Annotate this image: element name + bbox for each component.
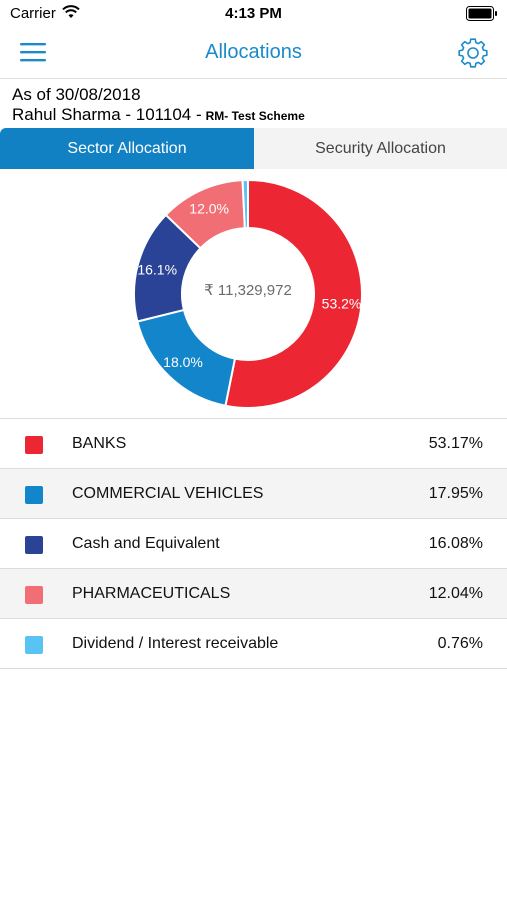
legend-swatch bbox=[25, 586, 43, 604]
page-title: Allocations bbox=[205, 41, 302, 63]
status-time: 4:13 PM bbox=[225, 5, 282, 22]
donut-slice-label: 16.1% bbox=[137, 262, 177, 278]
gear-outline bbox=[458, 38, 488, 68]
legend-sector-percentage: 16.08% bbox=[428, 535, 483, 552]
donut-slice-label: 18.0% bbox=[163, 354, 203, 370]
tab-security-allocation[interactable]: Security Allocation bbox=[254, 128, 507, 169]
wifi-icon bbox=[62, 5, 80, 18]
scheme-name: RM- Test Scheme bbox=[205, 109, 305, 123]
legend-row[interactable]: PHARMACEUTICALS 12.04% bbox=[0, 569, 507, 619]
legend-sector-name: Cash and Equivalent bbox=[72, 535, 220, 552]
navigation-bar: Allocations bbox=[0, 28, 507, 79]
legend-swatch bbox=[25, 486, 43, 504]
account-holder: Rahul Sharma - 101104 - RM- Test Scheme bbox=[12, 105, 502, 126]
legend-swatch bbox=[25, 636, 43, 654]
as-of-date: As of 30/08/2018 bbox=[12, 85, 141, 104]
donut-slice-label: 12.0% bbox=[189, 200, 229, 216]
sector-legend-list: BANKS 53.17% COMMERCIAL VEHICLES 17.95% … bbox=[0, 418, 507, 669]
legend-sector-percentage: 12.04% bbox=[428, 585, 483, 602]
hamburger-menu-icon[interactable] bbox=[20, 41, 46, 63]
legend-sector-name: PHARMACEUTICALS bbox=[72, 585, 231, 602]
status-bar: Carrier 4:13 PM bbox=[0, 0, 507, 28]
tab-sector-allocation[interactable]: Sector Allocation bbox=[0, 128, 254, 169]
total-value: ₹ 11,329,972 bbox=[204, 282, 292, 299]
donut-slice[interactable] bbox=[224, 178, 363, 409]
legend-swatch bbox=[25, 436, 43, 454]
legend-row[interactable]: BANKS 53.17% bbox=[0, 419, 507, 469]
legend-row[interactable]: COMMERCIAL VEHICLES 17.95% bbox=[0, 469, 507, 519]
legend-sector-percentage: 17.95% bbox=[428, 485, 483, 502]
legend-sector-percentage: 53.17% bbox=[428, 435, 483, 452]
account-info: As of 30/08/2018 Rahul Sharma - 101104 -… bbox=[12, 85, 502, 126]
donut-slice-label: 53.2% bbox=[322, 295, 362, 311]
legend-swatch bbox=[25, 536, 43, 554]
gear-icon[interactable] bbox=[457, 37, 489, 69]
legend-sector-name: Dividend / Interest receivable bbox=[72, 635, 279, 652]
holder-name: Rahul Sharma - 101104 - bbox=[12, 105, 202, 124]
battery-icon bbox=[466, 6, 497, 21]
legend-row[interactable]: Cash and Equivalent 16.08% bbox=[0, 519, 507, 569]
donut-chart-svg: 53.2% 18.0% 16.1% 12.0% ₹ 11,329,972 bbox=[133, 178, 363, 409]
sector-donut-chart: 53.2% 18.0% 16.1% 12.0% ₹ 11,329,972 bbox=[0, 170, 507, 415]
legend-sector-percentage: 0.76% bbox=[437, 635, 483, 652]
allocation-tabs: Sector Allocation Security Allocation bbox=[0, 128, 507, 169]
legend-sector-name: BANKS bbox=[72, 435, 127, 452]
legend-row[interactable]: Dividend / Interest receivable 0.76% bbox=[0, 619, 507, 669]
donut-slice[interactable] bbox=[241, 178, 249, 230]
legend-sector-name: COMMERCIAL VEHICLES bbox=[72, 485, 264, 502]
carrier-label: Carrier bbox=[10, 5, 56, 22]
